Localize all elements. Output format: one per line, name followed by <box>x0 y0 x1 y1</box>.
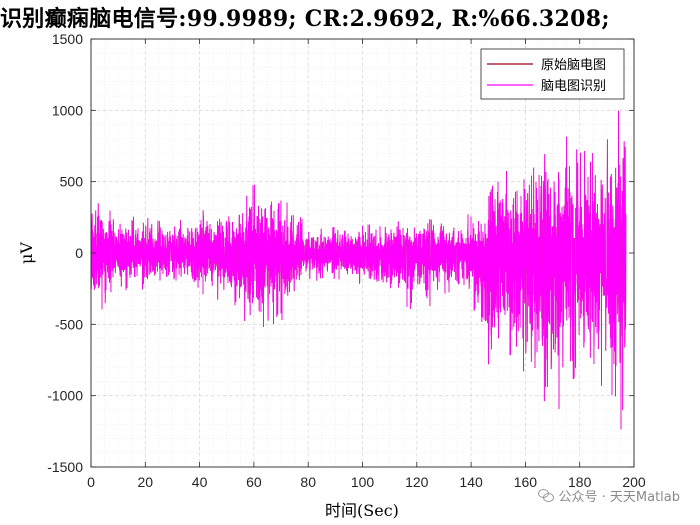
y-tick-label: 1500 <box>52 31 83 47</box>
series-line-recognized <box>90 110 627 430</box>
x-tick-label: 0 <box>87 474 95 490</box>
x-tick-label: 120 <box>405 474 429 490</box>
axes <box>90 38 635 468</box>
watermark: 公众号 · 天天Matlab <box>538 486 680 505</box>
y-tick-label: 0 <box>75 245 83 261</box>
y-axis-label: μV <box>17 242 36 264</box>
x-tick-label: 20 <box>138 474 154 490</box>
x-axis-label: 时间(Sec) <box>325 501 399 520</box>
x-tick-label: 80 <box>300 474 316 490</box>
figure-title: 识别癫痫脑电信号:99.9989; CR:2.9692, R:%66.3208; <box>0 6 610 32</box>
legend-label: 脑电图识别 <box>541 79 606 94</box>
wechat-icon <box>538 488 555 503</box>
tick-labels: 0 20 40 60 80 100 120 140 160 180 200 -1500 -1000 -50… <box>47 31 646 490</box>
y-tick-label: -1000 <box>47 388 83 404</box>
x-tick-label: 180 <box>568 474 592 490</box>
y-tick-label: 500 <box>60 174 84 190</box>
x-tick-label: 200 <box>622 474 646 490</box>
x-tick-label: 60 <box>246 474 262 490</box>
x-tick-label: 40 <box>192 474 208 490</box>
legend-box <box>480 48 625 100</box>
x-tick-label: 160 <box>514 474 538 490</box>
x-tick-label: 100 <box>351 474 375 490</box>
y-tick-label: -1500 <box>47 459 83 475</box>
y-tick-label: 1000 <box>52 102 83 118</box>
watermark-text: 公众号 · 天天Matlab <box>558 490 680 505</box>
x-tick-label: 140 <box>459 474 483 490</box>
legend-label: 原始脑电图 <box>541 58 606 73</box>
y-tick-label: -500 <box>55 316 83 332</box>
series-layer <box>90 110 627 430</box>
